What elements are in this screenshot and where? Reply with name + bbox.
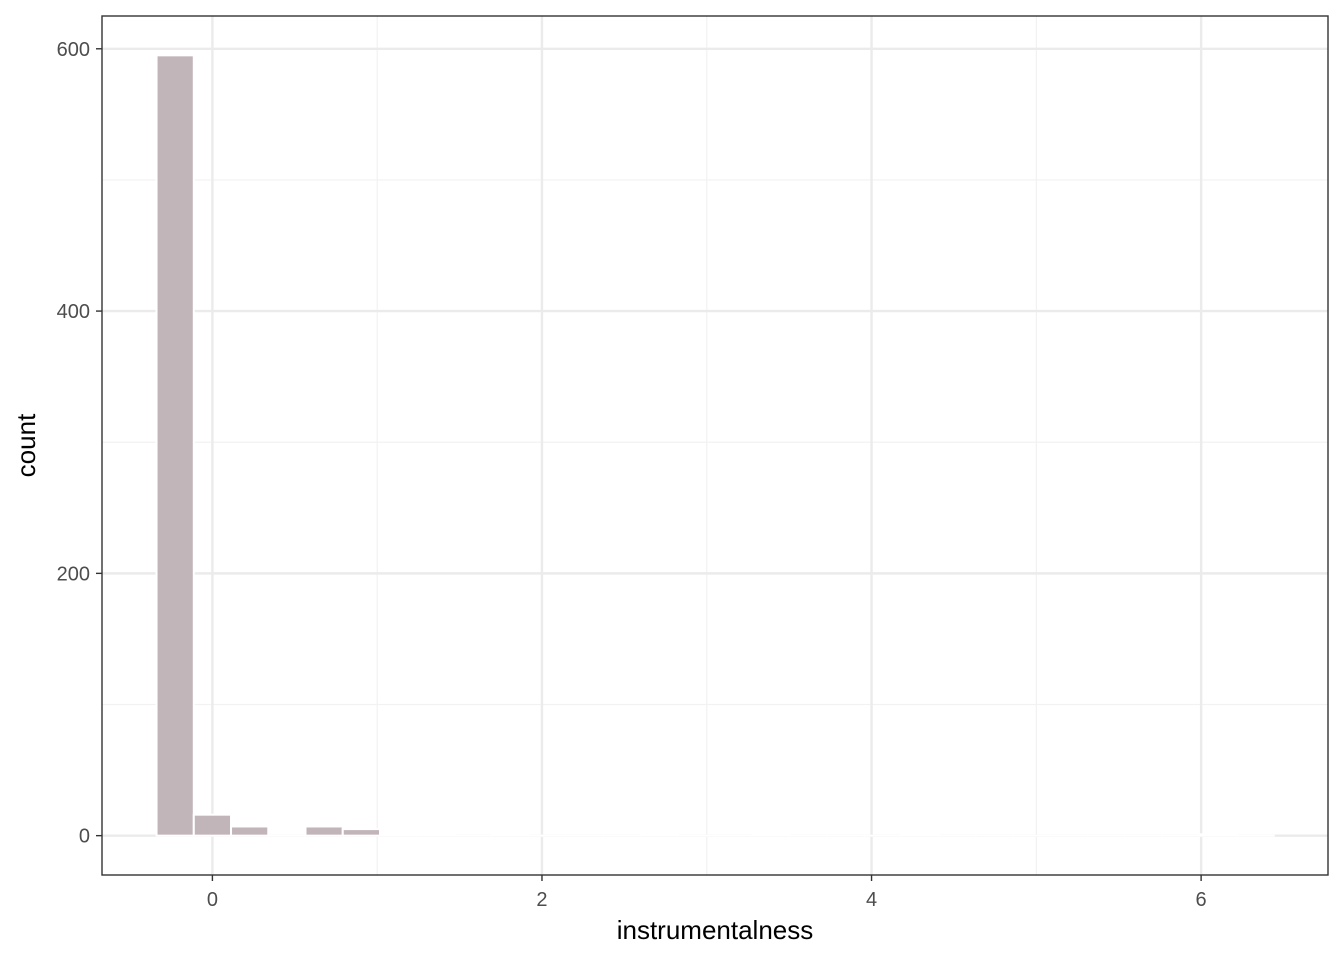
histogram-bar [230,825,270,837]
axis-ticks [96,48,1202,881]
y-axis-title: count [11,413,41,477]
y-tick-label: 600 [57,39,90,61]
histogram-bar [1198,833,1238,837]
x-tick-label: 4 [866,889,877,911]
y-tick-label: 400 [57,301,90,323]
x-tick-label: 6 [1196,889,1207,911]
panel-border [101,15,1329,876]
x-tick-label: 2 [536,889,547,911]
histogram-bar [639,833,679,837]
histogram-bar [304,825,344,837]
histogram-bar [900,833,940,837]
axis-tick-labels: 0 2 4 6 0 200 400 600 [57,39,1207,911]
histogram-bar [378,833,419,837]
histogram-bar [341,828,381,837]
histogram-bar [155,54,195,837]
histogram-bar [192,813,233,837]
y-tick-label: 200 [57,563,90,585]
x-axis-title: instrumentalness [617,915,814,945]
x-tick-label: 0 [207,889,218,911]
histogram-bar [490,833,530,837]
y-tick-label: 0 [79,826,90,848]
histogram-bars [155,54,1275,837]
histogram-bar [416,833,456,837]
histogram-bar [751,833,791,837]
